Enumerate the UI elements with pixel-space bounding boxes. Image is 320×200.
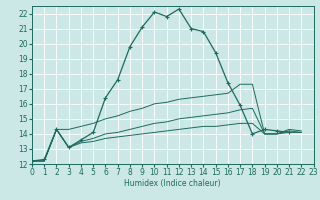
X-axis label: Humidex (Indice chaleur): Humidex (Indice chaleur) — [124, 179, 221, 188]
